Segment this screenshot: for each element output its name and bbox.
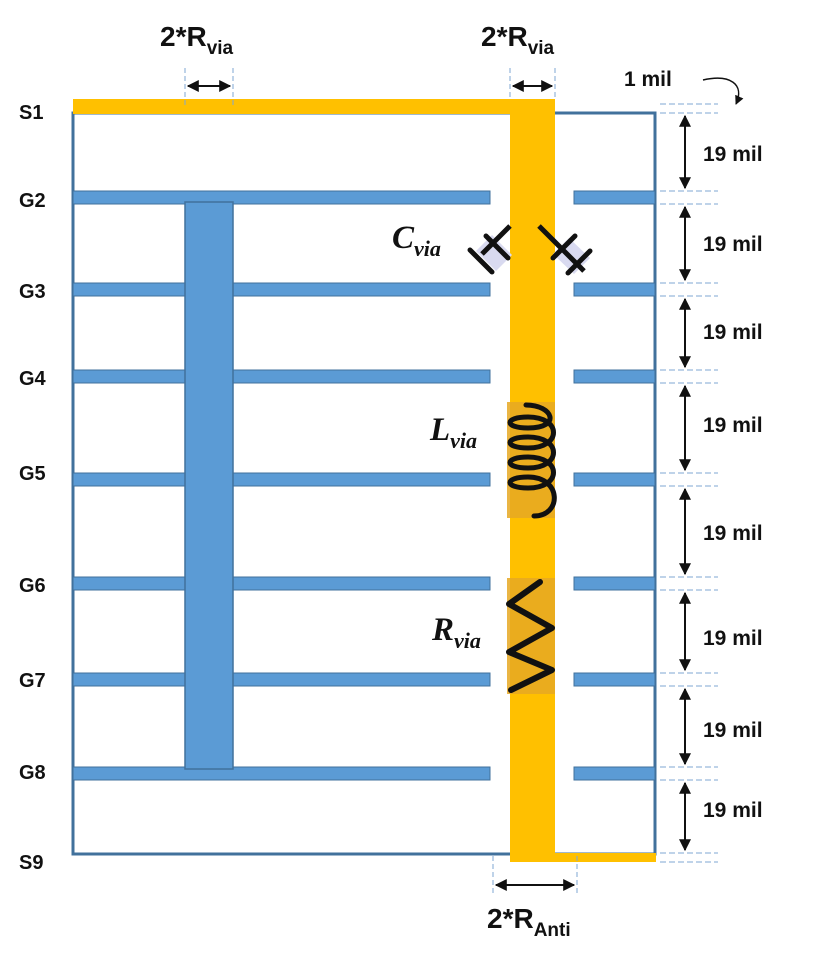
ground-via-dimension: 2*Rvia [160,21,234,106]
plating-pointer-arrow [702,77,744,105]
layer-label-g7: G7 [19,670,46,692]
plating-callout: 1 mil [624,68,744,114]
spacing-label-s1-g2: 19 mil [703,143,763,166]
capacitor-plate-right-1 [550,233,578,261]
plane-g3-right [573,282,656,297]
spacing-label-g3-g4: 19 mil [703,321,763,344]
capacitor-halo-left [476,235,512,271]
layer-label-g2: G2 [19,190,46,212]
layer-label-g6: G6 [19,575,46,597]
plane-g8-right [573,766,656,781]
ground-via [184,201,234,770]
capacitor-symbols [467,224,593,276]
plane-g2-left [72,190,491,205]
plane-g7-right [573,672,656,687]
spacing-label-g8-s9: 19 mil [703,799,763,822]
plane-g6-left [72,576,491,591]
layer-label-g8: G8 [19,762,46,784]
signal-via-dimension: 2*Rvia [481,21,556,99]
layer-labels: S1 G2 G3 G4 G5 G6 G7 G8 S9 [19,102,47,874]
layer-label-s1: S1 [19,102,43,124]
resistance-label: Rvia [431,612,481,653]
resistor-zigzag [506,579,555,693]
top-signal-trace [73,99,555,114]
antipad-dimension: 2*RAnti [487,856,578,941]
inductance-label: Lvia [429,412,477,453]
plane-g7-left [72,672,491,687]
ground-via-dim-label: 2*Rvia [160,21,234,59]
inductor-coil [507,402,557,519]
capacitor-lead-left [480,224,512,256]
plane-g6-right [573,576,656,591]
spacing-label-g7-g8: 19 mil [703,719,763,742]
spacing-dimensions: 19 mil 19 mil 19 mil 19 mil 19 mil 19 mi… [660,114,763,863]
antipad-dim-label: 2*RAnti [487,903,571,941]
spacing-label-g6-g7: 19 mil [703,627,763,650]
layer-label-g4: G4 [19,368,47,390]
spacing-label-g2-g3: 19 mil [703,233,763,256]
plane-g4-right [573,369,656,384]
resistor-background [507,578,555,694]
inductor-symbol [507,402,557,519]
layer-label-g5: G5 [19,463,46,485]
resistor-symbol [506,578,555,694]
plating-label: 1 mil [624,68,672,91]
capacitor-plate-left-1 [467,247,495,275]
capacitor-plate-right-2 [565,248,593,276]
plane-g8-left [72,766,491,781]
bottom-signal-trace [555,853,656,862]
plane-g5-right [573,472,656,487]
ground-planes [72,190,656,781]
plane-g2-right [573,190,656,205]
parasitic-labels: Cvia Lvia Rvia [392,220,481,653]
spacing-label-g5-g6: 19 mil [703,522,763,545]
layer-label-g3: G3 [19,281,46,303]
signal-via-dim-label: 2*Rvia [481,21,555,59]
spacing-label-g4-g5: 19 mil [703,414,763,437]
capacitor-plate-left-2 [483,233,511,261]
plane-g3-left [72,282,491,297]
capacitance-label: Cvia [392,220,441,261]
plane-g5-left [72,472,491,487]
layer-label-s9: S9 [19,852,43,874]
plane-g4-left [72,369,491,384]
